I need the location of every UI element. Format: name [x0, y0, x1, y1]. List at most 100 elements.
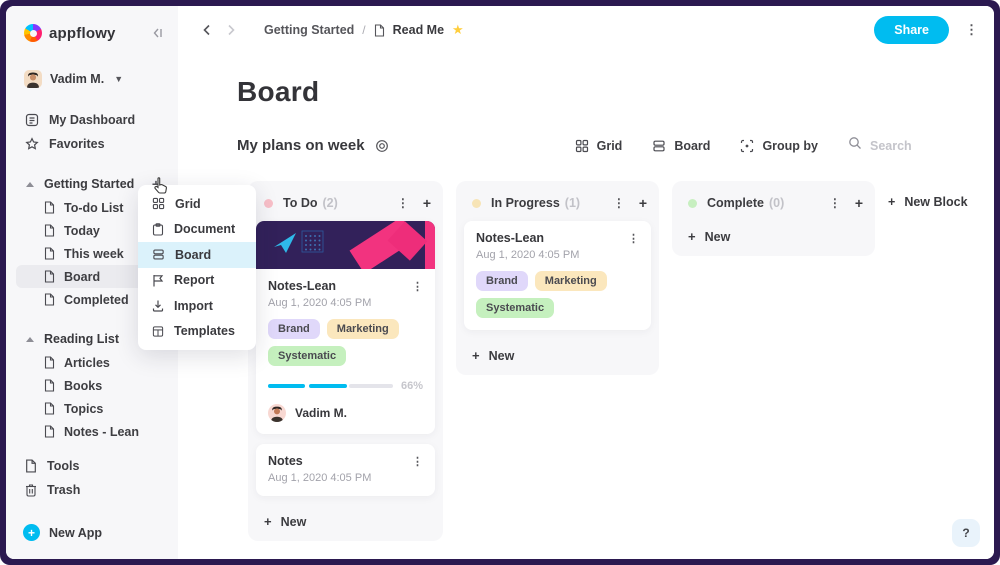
sidebar-item-completed[interactable]: Completed [16, 288, 168, 311]
document-icon [374, 23, 385, 37]
menu-item-label: Report [174, 273, 215, 288]
sidebar-item-topics[interactable]: Topics [16, 397, 168, 420]
section-reading-list: Reading List Articles Books Topics Notes… [6, 327, 178, 443]
new-app-label: New App [49, 525, 103, 540]
column-add-icon[interactable]: + [638, 195, 647, 211]
card-notes[interactable]: Notes ⋮ Aug 1, 2020 4:05 PM [256, 444, 435, 496]
status-dot [472, 198, 481, 208]
card-date: Aug 1, 2020 4:05 PM [268, 297, 372, 309]
search-box[interactable] [848, 136, 940, 155]
column-more-icon[interactable]: ⋮ [396, 196, 409, 210]
tag-brand[interactable]: Brand [268, 319, 320, 339]
section-header-reading-list[interactable]: Reading List [6, 327, 178, 351]
menu-item-document[interactable]: Document [138, 217, 256, 243]
card-more-icon[interactable]: ⋮ [412, 280, 423, 293]
document-icon [44, 201, 55, 214]
column-to-do: To Do (2) ⋮ + [248, 181, 443, 541]
column-more-icon[interactable]: ⋮ [828, 196, 841, 210]
document-icon [44, 293, 55, 306]
column-add-icon[interactable]: + [422, 195, 431, 211]
favorite-star-icon[interactable]: ★ [452, 22, 464, 37]
chevron-down-icon: ▼ [114, 74, 124, 84]
group-by-button[interactable]: Group by [740, 139, 818, 153]
board-settings-icon[interactable] [375, 139, 389, 153]
search-input[interactable] [870, 138, 940, 153]
sidebar-item-articles[interactable]: Articles [16, 351, 168, 374]
add-card-label: New [704, 229, 731, 244]
sidebar-item-books[interactable]: Books [16, 374, 168, 397]
plus-icon: + [472, 348, 480, 363]
menu-item-templates[interactable]: Templates [138, 319, 256, 345]
column-more-icon[interactable]: ⋮ [612, 196, 625, 210]
breadcrumb-parent[interactable]: Getting Started [264, 23, 355, 37]
tag-marketing[interactable]: Marketing [326, 319, 399, 339]
share-button[interactable]: Share [874, 16, 949, 44]
page-content: Board My plans on week Grid Board [178, 54, 994, 541]
column-count: (0) [768, 196, 785, 210]
view-grid-button[interactable]: Grid [575, 139, 622, 153]
sidebar-collapse-icon[interactable] [150, 27, 164, 39]
sidebar-item-label: This week [64, 246, 124, 261]
add-view-popup-menu: Grid Document Board Report Import Templa… [138, 185, 256, 350]
menu-item-board[interactable]: Board [138, 242, 256, 268]
main-area: Getting Started / Read Me ★ Share ⋮ Boar… [178, 6, 994, 559]
card-notes-lean[interactable]: Notes-Lean ⋮ Aug 1, 2020 4:05 PM Brand M… [464, 221, 651, 330]
card-tags: Brand Marketing Systematic [476, 271, 639, 318]
sidebar-item-label: To-do List [64, 200, 124, 215]
page-title: Board [237, 76, 320, 107]
sidebar-item-board[interactable]: Board [16, 265, 168, 288]
add-card-button[interactable]: + New [464, 340, 651, 367]
document-icon [25, 459, 37, 473]
menu-item-label: Board [175, 247, 212, 262]
menu-item-report[interactable]: Report [138, 268, 256, 294]
card-more-icon[interactable]: ⋮ [628, 232, 639, 245]
card-assignee: Vadim M. [268, 404, 423, 422]
sidebar-item-trash[interactable]: Trash [6, 478, 178, 502]
sidebar-item-label: Board [64, 269, 101, 284]
card-notes-lean[interactable]: Notes-Lean ⋮ Aug 1, 2020 4:05 PM Brand M… [256, 221, 435, 434]
forward-button[interactable] [224, 23, 238, 37]
app-logo: appflowy [24, 24, 116, 42]
back-button[interactable] [200, 23, 214, 37]
section-getting-started: Getting Started + To-do List Today This … [6, 172, 178, 311]
menu-item-import[interactable]: Import [138, 293, 256, 319]
column-complete: Complete (0) ⋮ + + New [672, 181, 875, 256]
sidebar-item-favorites[interactable]: Favorites [6, 132, 178, 156]
sidebar-item-label: Tools [47, 459, 80, 473]
tag-brand[interactable]: Brand [476, 271, 528, 291]
document-icon [44, 425, 55, 438]
sidebar-item-tools[interactable]: Tools [6, 454, 178, 478]
tag-systematic[interactable]: Systematic [268, 346, 347, 366]
menu-item-label: Templates [174, 324, 235, 339]
sidebar-item-today[interactable]: Today [16, 219, 168, 242]
menu-item-grid[interactable]: Grid [138, 191, 256, 217]
star-icon [25, 137, 39, 151]
user-menu[interactable]: Vadim M. ▼ [6, 70, 178, 88]
add-card-button[interactable]: + New [680, 221, 867, 248]
breadcrumb-current[interactable]: Read Me [392, 23, 445, 37]
app-name: appflowy [49, 24, 116, 42]
card-more-icon[interactable]: ⋮ [412, 455, 423, 468]
view-board-button[interactable]: Board [652, 139, 710, 153]
kanban-board: To Do (2) ⋮ + [248, 181, 994, 541]
plus-icon: + [888, 195, 896, 209]
tag-systematic[interactable]: Systematic [476, 298, 555, 318]
sidebar-item-my-dashboard[interactable]: My Dashboard [6, 108, 178, 132]
sidebar-item-this-week[interactable]: This week [16, 242, 168, 265]
trash-icon [25, 483, 37, 497]
add-card-button[interactable]: + New [256, 506, 435, 533]
sidebar-item-notes-lean[interactable]: Notes - Lean [16, 420, 168, 443]
card-title: Notes-Lean [476, 231, 545, 245]
user-avatar [24, 70, 42, 88]
more-options-icon[interactable]: ⋮ [965, 22, 978, 37]
new-block-button[interactable]: + New Block [888, 181, 968, 209]
help-button[interactable]: ? [952, 519, 980, 547]
tag-marketing[interactable]: Marketing [534, 271, 607, 291]
sidebar-item-todo-list[interactable]: To-do List [16, 196, 168, 219]
plus-circle-icon: + [23, 524, 40, 541]
column-in-progress: In Progress (1) ⋮ + Notes-Lean ⋮ Aug 1, … [456, 181, 659, 375]
new-app-button[interactable]: + New App [6, 524, 178, 541]
group-by-label: Group by [762, 138, 818, 153]
column-add-icon[interactable]: + [854, 195, 863, 211]
